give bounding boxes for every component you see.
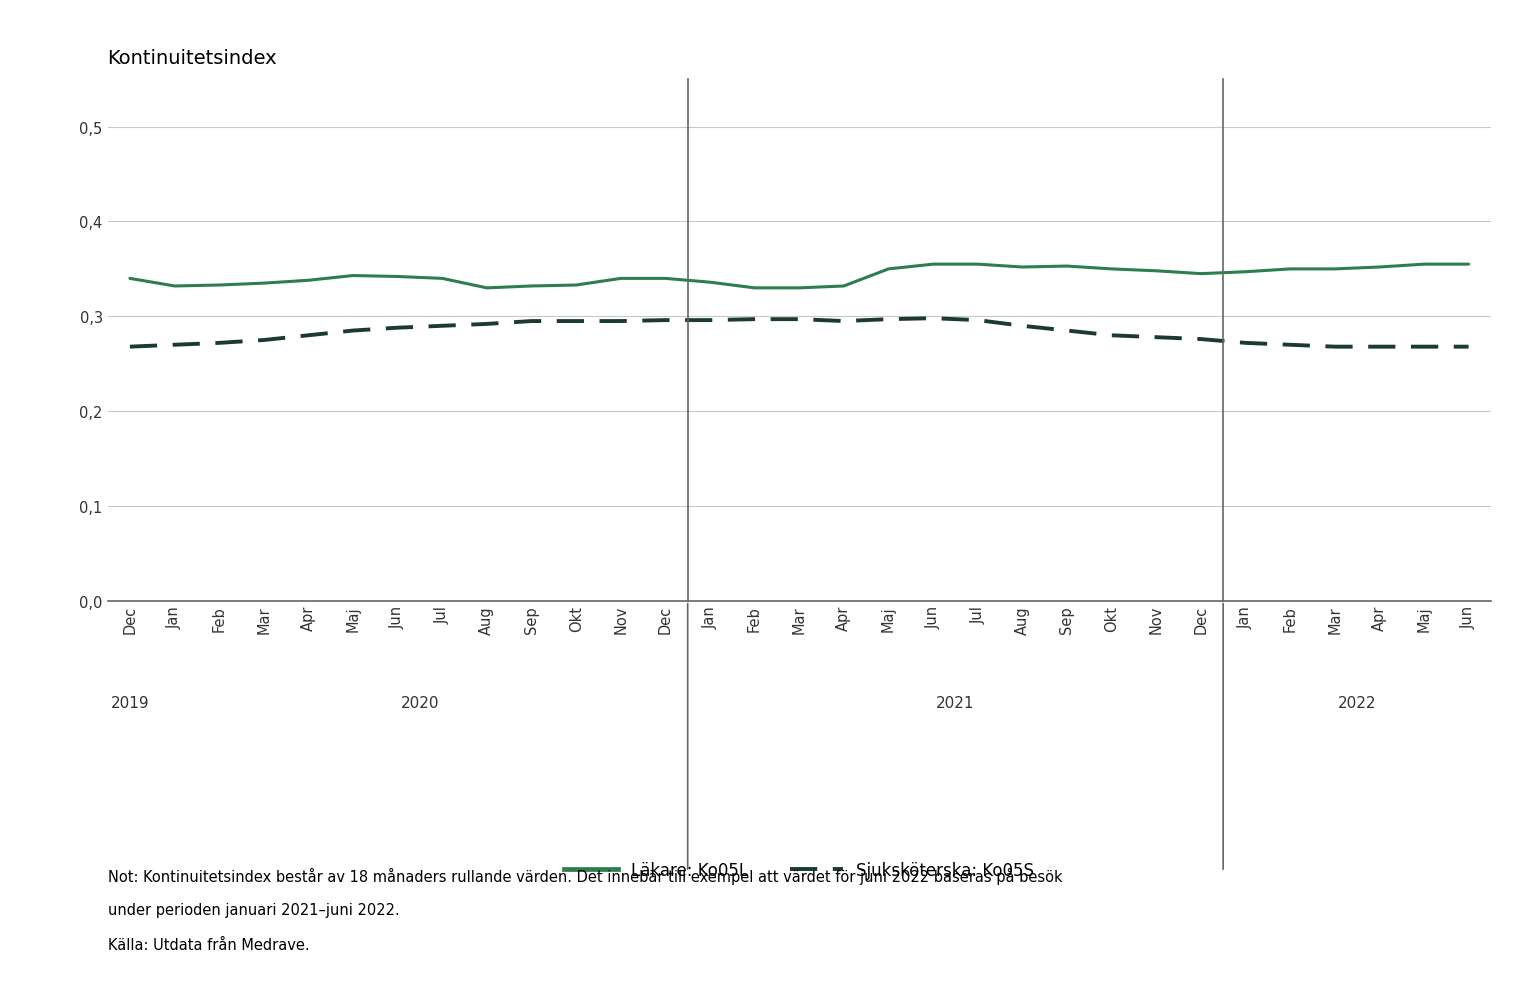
- Text: Not: Kontinuitetsindex består av 18 månaders rullande värden. Det innebär till e: Not: Kontinuitetsindex består av 18 måna…: [108, 867, 1062, 884]
- Text: 2020: 2020: [401, 695, 440, 710]
- Text: 2021: 2021: [936, 695, 974, 710]
- Text: under perioden januari 2021–juni 2022.: under perioden januari 2021–juni 2022.: [108, 902, 400, 917]
- Text: Kontinuitetsindex: Kontinuitetsindex: [108, 48, 277, 67]
- Text: Källa: Utdata från Medrave.: Källa: Utdata från Medrave.: [108, 937, 309, 952]
- Text: 2019: 2019: [111, 695, 149, 710]
- Text: 2022: 2022: [1337, 695, 1376, 710]
- Legend: Läkare: Ko05L, Sjuksköterska: Ko05S: Läkare: Ko05L, Sjuksköterska: Ko05S: [558, 855, 1041, 886]
